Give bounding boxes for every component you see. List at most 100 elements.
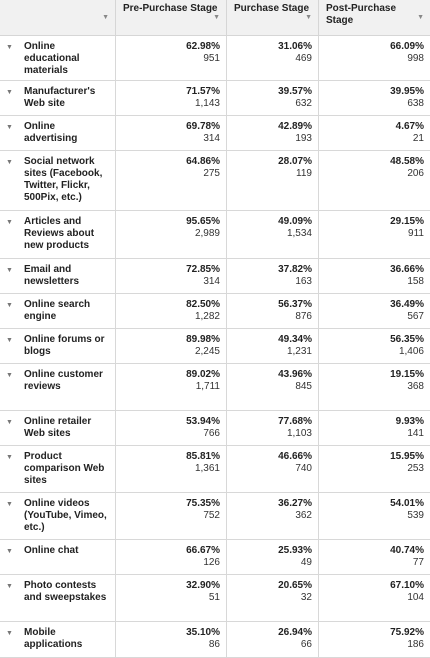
pre-purchase-percent: 35.10%: [186, 627, 220, 638]
table-row: ▼ Online chat 66.67% 126 25.93% 49 40.74% 77: [0, 540, 430, 575]
purchase-percent: 43.96%: [278, 369, 312, 380]
expand-down-triangle-icon[interactable]: ▼: [6, 372, 13, 379]
row-label: Articles and Reviews about new products: [24, 216, 95, 251]
pre-purchase-percent: 71.57%: [186, 86, 220, 97]
pre-purchase-cell: 35.10% 86: [115, 622, 226, 657]
sort-down-triangle-icon[interactable]: ▼: [102, 14, 109, 21]
expand-down-triangle-icon[interactable]: ▼: [6, 501, 13, 508]
row-label: Manufacturer's Web site: [24, 86, 96, 109]
pre-purchase-count: 1,361: [194, 463, 220, 474]
expand-down-triangle-icon[interactable]: ▼: [6, 44, 13, 51]
row-label: Online customer reviews: [24, 369, 103, 392]
post-purchase-percent: 75.92%: [390, 627, 424, 638]
table-row: ▼ Manufacturer's Web site 71.57% 1,143 39.57…: [0, 81, 430, 116]
expand-down-triangle-icon[interactable]: ▼: [6, 219, 13, 226]
post-purchase-percent: 19.15%: [390, 369, 424, 380]
row-label: Email and newsletters: [24, 264, 80, 287]
pre-purchase-count: 51: [208, 592, 220, 603]
sort-down-triangle-icon[interactable]: ▼: [213, 14, 220, 21]
purchase-cell: 25.93% 49: [226, 540, 318, 574]
purchase-count: 845: [295, 381, 312, 392]
sort-down-triangle-icon[interactable]: ▼: [305, 14, 312, 21]
table-row: ▼ Product comparison Web sites 85.81% 1,361…: [0, 446, 430, 493]
expand-down-triangle-icon[interactable]: ▼: [6, 124, 13, 131]
post-purchase-cell: 9.93% 141: [318, 411, 430, 445]
table-row: ▼ Online search engine 82.50% 1,282 56.37% 87…: [0, 294, 430, 329]
purchase-percent: 20.65%: [278, 580, 312, 591]
post-purchase-count: 21: [412, 133, 424, 144]
purchase-count: 66: [300, 639, 312, 650]
post-purchase-count: 206: [407, 168, 424, 179]
expand-down-triangle-icon[interactable]: ▼: [6, 89, 13, 96]
row-label-cell: ▼ Online forums or blogs: [0, 329, 115, 363]
row-label-cell: ▼ Photo contests and sweepstakes: [0, 575, 115, 621]
expand-down-triangle-icon[interactable]: ▼: [6, 267, 13, 274]
purchase-cell: 49.34% 1,231: [226, 329, 318, 363]
purchase-cell: 42.89% 193: [226, 116, 318, 150]
post-purchase-cell: 75.92% 186: [318, 622, 430, 657]
header-post-purchase-label: Post-Purchase Stage: [326, 3, 397, 26]
purchase-count: 1,103: [286, 428, 312, 439]
pre-purchase-cell: 53.94% 766: [115, 411, 226, 445]
purchase-percent: 42.89%: [278, 121, 312, 132]
table-row: ▼ Online videos (YouTube, Vimeo, etc.) 75.…: [0, 493, 430, 540]
pre-purchase-percent: 85.81%: [186, 451, 220, 462]
row-label: Online search engine: [24, 299, 91, 322]
table-body: ▼ Online educational materials 62.98% 951 31…: [0, 36, 430, 658]
purchase-percent: 31.06%: [278, 41, 312, 52]
expand-down-triangle-icon[interactable]: ▼: [6, 419, 13, 426]
row-label: Online educational materials: [24, 41, 80, 76]
post-purchase-percent: 48.58%: [390, 156, 424, 167]
purchase-percent: 49.09%: [278, 216, 312, 227]
purchase-cell: 39.57% 632: [226, 81, 318, 115]
post-purchase-cell: 39.95% 638: [318, 81, 430, 115]
pre-purchase-cell: 32.90% 51: [115, 575, 226, 621]
purchase-percent: 56.37%: [278, 299, 312, 310]
expand-down-triangle-icon[interactable]: ▼: [6, 583, 13, 590]
purchase-cell: 28.07% 119: [226, 151, 318, 210]
sort-down-triangle-icon[interactable]: ▼: [417, 14, 424, 21]
expand-down-triangle-icon[interactable]: ▼: [6, 302, 13, 309]
row-label: Online advertising: [24, 121, 78, 144]
purchase-cell: 49.09% 1,534: [226, 211, 318, 258]
purchase-count: 32: [300, 592, 312, 603]
row-label-cell: ▼ Social network sites (Facebook, Twitter…: [0, 151, 115, 210]
purchase-percent: 25.93%: [278, 545, 312, 556]
pre-purchase-percent: 82.50%: [186, 299, 220, 310]
purchase-percent: 49.34%: [278, 334, 312, 345]
expand-down-triangle-icon[interactable]: ▼: [6, 548, 13, 555]
table-row: ▼ Online customer reviews 89.02% 1,711 43.96…: [0, 364, 430, 411]
post-purchase-count: 539: [407, 510, 424, 521]
header-purchase[interactable]: Purchase Stage ▼: [226, 0, 318, 35]
pre-purchase-count: 1,143: [194, 98, 220, 109]
expand-down-triangle-icon[interactable]: ▼: [6, 159, 13, 166]
pre-purchase-count: 2,989: [194, 228, 220, 239]
row-label-cell: ▼ Email and newsletters: [0, 259, 115, 293]
purchase-count: 740: [295, 463, 312, 474]
header-post-purchase[interactable]: Post-Purchase Stage ▼: [318, 0, 430, 35]
post-purchase-count: 911: [408, 228, 424, 239]
pre-purchase-count: 86: [208, 639, 220, 650]
pre-purchase-percent: 75.35%: [186, 498, 220, 509]
row-label-cell: ▼ Product comparison Web sites: [0, 446, 115, 492]
header-row-label-column[interactable]: ▼: [0, 0, 115, 35]
post-purchase-cell: 66.09% 998: [318, 36, 430, 80]
pre-purchase-count: 951: [203, 53, 220, 64]
post-purchase-cell: 48.58% 206: [318, 151, 430, 210]
pre-purchase-count: 1,282: [194, 311, 220, 322]
purchase-cell: 46.66% 740: [226, 446, 318, 492]
pre-purchase-count: 752: [203, 510, 220, 521]
expand-down-triangle-icon[interactable]: ▼: [6, 337, 13, 344]
pre-purchase-percent: 89.02%: [186, 369, 220, 380]
expand-down-triangle-icon[interactable]: ▼: [6, 630, 13, 637]
table-header-row: ▼ Pre-Purchase Stage ▼ Purchase Stage ▼ …: [0, 0, 430, 36]
header-pre-purchase[interactable]: Pre-Purchase Stage ▼: [115, 0, 226, 35]
pre-purchase-cell: 95.65% 2,989: [115, 211, 226, 258]
pre-purchase-percent: 72.85%: [186, 264, 220, 275]
row-label: Photo contests and sweepstakes: [24, 580, 107, 603]
purchase-percent: 28.07%: [278, 156, 312, 167]
table-row: ▼ Email and newsletters 72.85% 314 37.82% 163…: [0, 259, 430, 294]
pre-purchase-percent: 53.94%: [186, 416, 220, 427]
expand-down-triangle-icon[interactable]: ▼: [6, 454, 13, 461]
pre-purchase-cell: 89.98% 2,245: [115, 329, 226, 363]
